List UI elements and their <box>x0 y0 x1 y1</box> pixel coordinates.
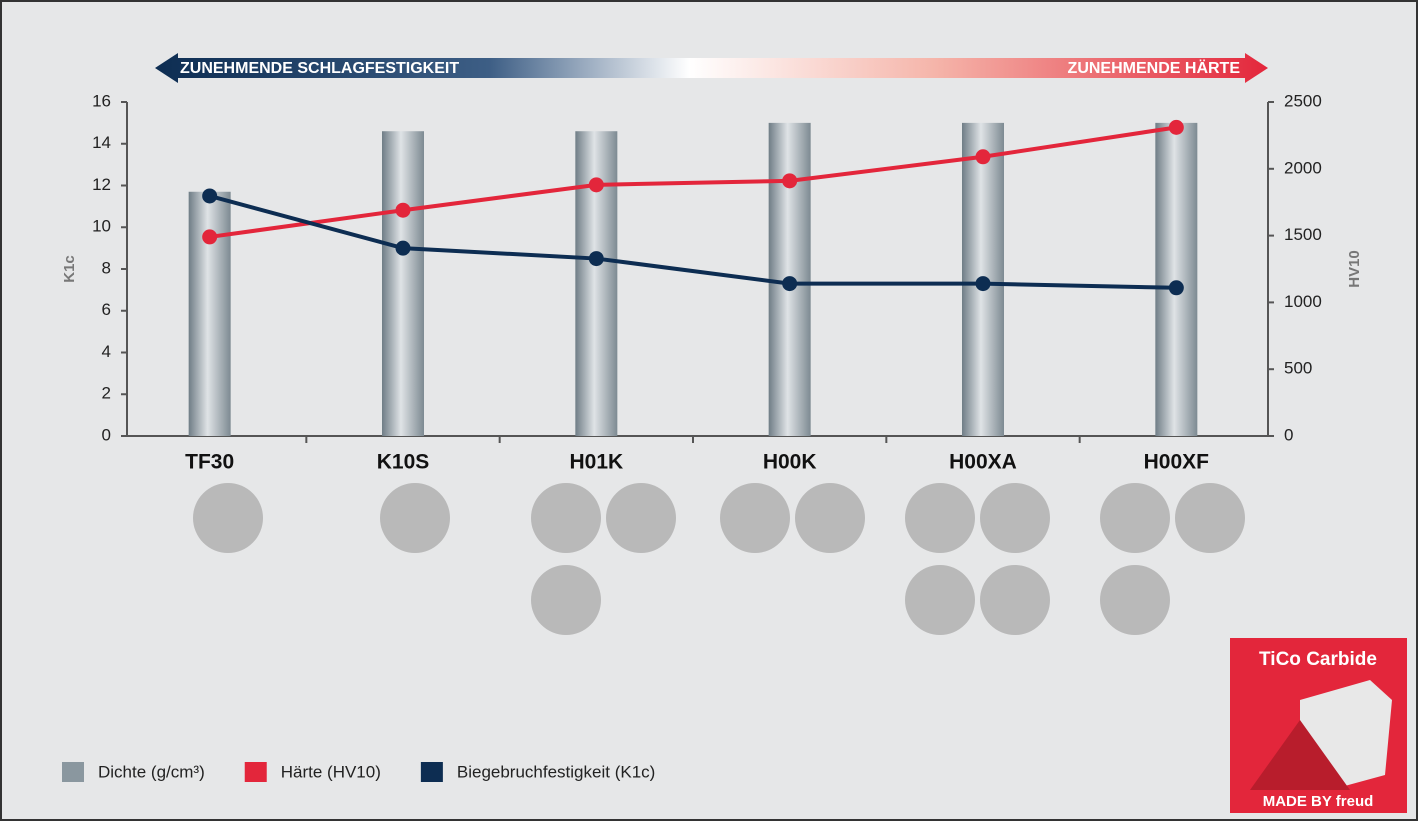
legend-label: Härte (HV10) <box>281 762 381 781</box>
y2-tick-label: 500 <box>1284 359 1312 378</box>
logo: TiCo Carbide MADE BY freud <box>1230 638 1407 813</box>
y-tick-label: 4 <box>102 342 111 361</box>
y-tick-label: 10 <box>92 217 111 236</box>
legend-swatch <box>420 762 443 782</box>
point <box>202 188 218 204</box>
logo-top: TiCo Carbide <box>1259 649 1377 670</box>
banner-left: ZUNEHMENDE SCHLAGFESTIGKEIT <box>180 60 459 77</box>
x-tick-label: H00K <box>763 451 817 474</box>
logo-bottom: MADE BY freud <box>1263 793 1374 810</box>
point <box>588 251 604 267</box>
y2-tick-label: 0 <box>1284 425 1293 444</box>
point <box>395 240 411 256</box>
legend-label: Biegebruchfestigkeit (K1c) <box>457 762 655 781</box>
bar <box>575 131 618 436</box>
legend-label: Dichte (g/cm³) <box>98 762 205 781</box>
y2-axis-title: HV10 <box>1346 250 1363 288</box>
legend-swatch <box>244 762 267 782</box>
y2-tick-label: 1000 <box>1284 292 1322 311</box>
bar <box>188 191 231 436</box>
point <box>588 177 604 193</box>
line <box>209 125 1177 239</box>
y-tick-label: 2 <box>102 384 111 403</box>
y-tick-label: 14 <box>92 133 111 152</box>
y-tick-label: 6 <box>102 300 111 319</box>
banner-arrow <box>155 53 1268 83</box>
y-tick-label: 12 <box>92 175 111 194</box>
x-tick-label: H01K <box>569 451 623 474</box>
bar <box>382 131 424 436</box>
y2-tick-label: 2500 <box>1284 91 1322 110</box>
y-tick-label: 16 <box>92 91 111 110</box>
y2-tick-label: 1500 <box>1284 225 1322 244</box>
legend-swatch <box>62 762 84 782</box>
point <box>975 276 991 292</box>
point <box>1168 119 1184 135</box>
point <box>975 149 991 165</box>
y-tick-label: 8 <box>102 258 111 277</box>
photos <box>193 483 1245 635</box>
y-tick-label: 0 <box>102 425 111 444</box>
x-tick-label: K10S <box>377 451 430 474</box>
point <box>395 202 411 218</box>
x-tick-label: H00XF <box>1144 451 1210 474</box>
point <box>1168 280 1184 296</box>
x-tick-label: TF30 <box>185 451 234 474</box>
point <box>782 276 798 292</box>
line <box>209 194 1177 290</box>
point <box>202 229 218 245</box>
y-axis-title: K1c <box>61 255 78 283</box>
bar <box>1155 122 1198 436</box>
banner-right: ZUNEHMENDE HÄRTE <box>1068 59 1241 77</box>
y2-tick-label: 2000 <box>1284 158 1322 177</box>
point <box>782 173 798 189</box>
x-tick-label: H00XA <box>949 451 1017 474</box>
